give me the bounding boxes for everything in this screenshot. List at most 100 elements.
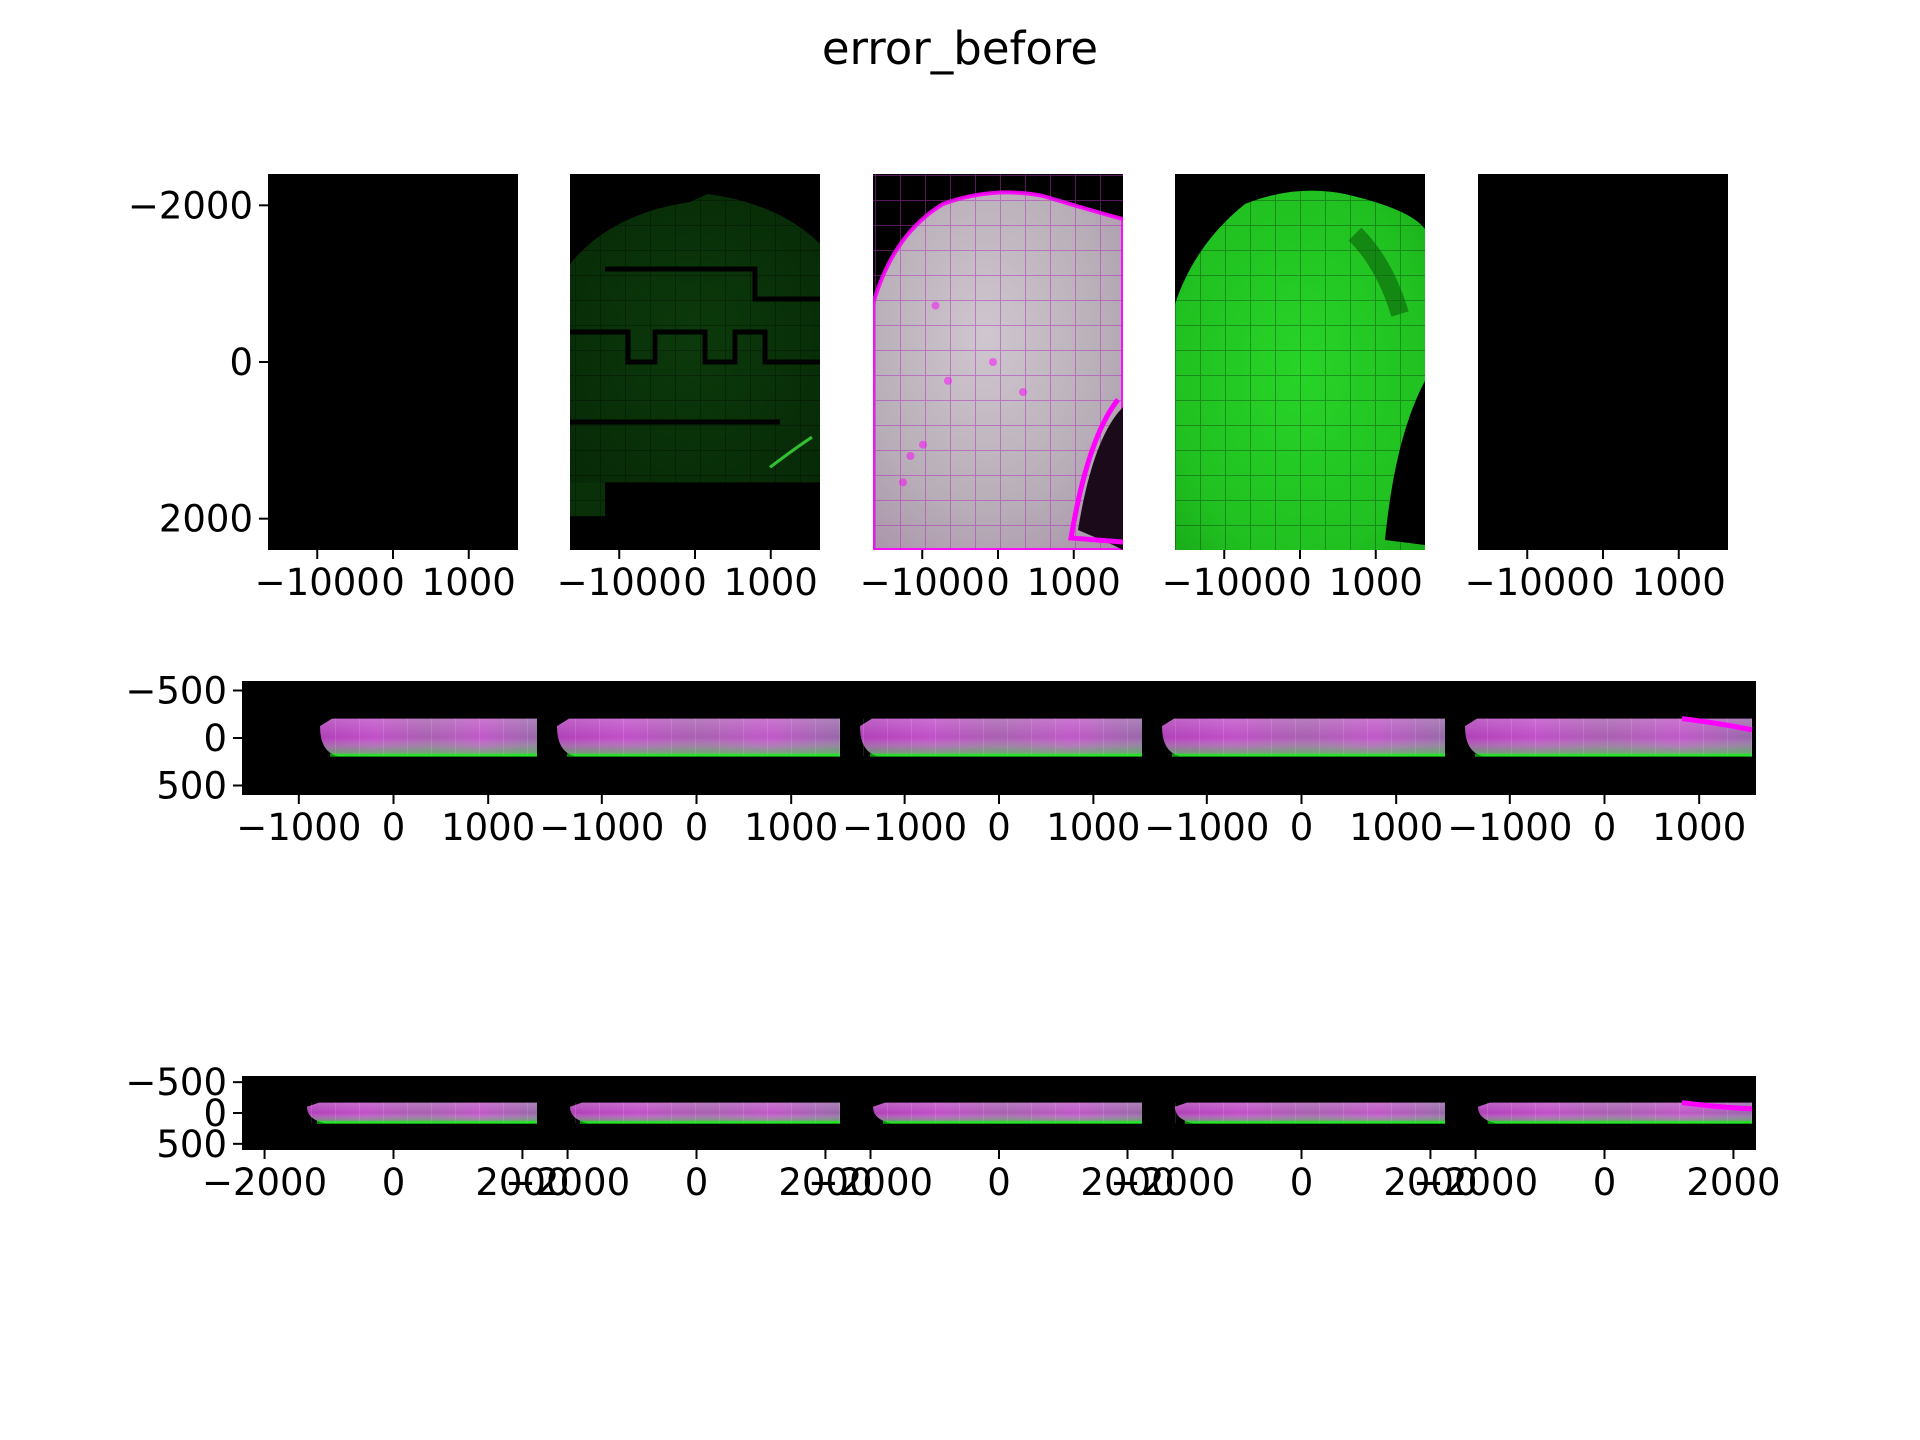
strip-edge — [1681, 716, 1753, 733]
y-tick-label: 0 — [229, 341, 253, 384]
x-tick-label: 1000 — [422, 561, 516, 604]
y-tick-label: −500 — [125, 1061, 227, 1104]
strip-grid — [1465, 718, 1752, 757]
x-tick-label: 2000 — [1686, 1161, 1780, 1204]
strip-grid — [1175, 1102, 1445, 1124]
x-tick-label: 2000 — [475, 1161, 569, 1204]
x-tick-label: 1000 — [724, 561, 818, 604]
subplot-panel: −2000 0 2000 — [505, 1076, 873, 1204]
subplot-panel: −1000 0 1000 — [539, 681, 848, 849]
x-tick-label: 0 — [685, 806, 709, 849]
y-tick-label: 0 — [203, 717, 227, 760]
speckle — [899, 478, 907, 487]
tissue-notch — [1078, 407, 1123, 550]
x-tick-label: 0 — [1290, 806, 1314, 849]
x-tick-label: 1000 — [1349, 806, 1443, 849]
y-tick-label: 500 — [156, 1123, 227, 1166]
x-tick-label: −2000 — [1110, 1161, 1235, 1204]
x-tick-label: −1000 — [236, 806, 361, 849]
x-tick-label: 1000 — [1046, 806, 1140, 849]
x-tick-label: 0 — [382, 1161, 406, 1204]
strip-grid — [1478, 1102, 1752, 1124]
speckle — [944, 376, 952, 385]
x-tick-label: −2000 — [505, 1161, 630, 1204]
x-tick-label: 0 — [683, 561, 707, 604]
subplot-panel: −1000 0 1000 — [1144, 681, 1453, 849]
x-tick-label: 1000 — [1027, 561, 1121, 604]
subplot-panel: −1000 0 1000 — [860, 174, 1123, 604]
panel-image-content — [570, 174, 820, 550]
subplot-panel: −2000 0 2000 — [1110, 1076, 1478, 1204]
strip-grid — [860, 718, 1142, 757]
x-tick-label: −1000 — [1465, 561, 1590, 604]
subplot-panel: −1000 0 1000 — [842, 681, 1150, 849]
y-tick-label: 500 — [156, 765, 227, 808]
x-tick-label: 1000 — [1632, 561, 1726, 604]
subplot-panel: −1000 0 1000 — [1447, 681, 1756, 849]
x-tick-label: −2000 — [202, 1161, 327, 1204]
x-tick-label: 1000 — [744, 806, 838, 849]
missing-tiles — [570, 266, 820, 425]
x-tick-label: 0 — [685, 1161, 709, 1204]
speckle — [919, 440, 927, 449]
strip-grid — [320, 718, 537, 757]
speckle — [989, 358, 997, 366]
x-tick-label: 1000 — [441, 806, 535, 849]
x-tick-label: −1000 — [1162, 561, 1287, 604]
strip-edge — [1681, 1100, 1753, 1112]
panel-background — [268, 174, 518, 550]
tissue-edge — [769, 435, 813, 469]
panel-image-content — [1175, 174, 1425, 550]
x-tick-label: 0 — [1593, 806, 1617, 849]
y-tick-label: 0 — [203, 1092, 227, 1135]
y-tick-label: −2000 — [128, 184, 253, 227]
x-tick-label: 0 — [1290, 1161, 1314, 1204]
strip-grid — [570, 1102, 840, 1124]
subplot-panel: −2000 0 2000 — [808, 1076, 1175, 1204]
x-tick-label: 2000 — [1080, 1161, 1174, 1204]
x-tick-label: −2000 — [808, 1161, 933, 1204]
tissue-edge — [1068, 398, 1123, 545]
strip-grid — [1162, 718, 1445, 757]
speckle — [906, 452, 915, 460]
strip-grid — [557, 718, 840, 757]
x-tick-label: −1000 — [1144, 806, 1269, 849]
speckle — [931, 301, 940, 310]
x-tick-label: 0 — [987, 1161, 1011, 1204]
x-tick-label: 0 — [1288, 561, 1312, 604]
x-tick-label: −1000 — [1447, 806, 1572, 849]
tile-grid — [1175, 174, 1425, 550]
strip-grid — [307, 1102, 537, 1124]
x-tick-label: −1000 — [557, 561, 682, 604]
x-tick-label: 0 — [986, 561, 1010, 604]
figure-title: error_before — [821, 22, 1099, 75]
subplot-panel: −1000 0 1000 — [557, 174, 820, 604]
speckle — [1019, 388, 1027, 397]
x-tick-label: 0 — [987, 806, 1011, 849]
y-tick-label: 2000 — [159, 498, 253, 541]
subplot-panel: −1000 0 1000 — [1465, 174, 1728, 604]
subplot-panel: −1000 0 1000 — [1162, 174, 1425, 604]
x-tick-label: 2000 — [778, 1161, 872, 1204]
panel-background — [1478, 174, 1728, 550]
x-tick-label: −2000 — [1413, 1161, 1538, 1204]
x-tick-label: −1000 — [255, 561, 380, 604]
x-tick-label: 1000 — [1652, 806, 1746, 849]
x-tick-label: 1000 — [1329, 561, 1423, 604]
x-tick-label: 0 — [1591, 561, 1615, 604]
x-tick-label: −1000 — [860, 561, 985, 604]
panel-image-content — [873, 174, 1123, 550]
x-tick-label: 2000 — [1383, 1161, 1477, 1204]
strip-grid — [873, 1102, 1142, 1124]
dark-fold — [1348, 227, 1409, 317]
subplot-panel: −2000 0 2000 — [1413, 1076, 1781, 1204]
x-tick-label: 0 — [381, 561, 405, 604]
